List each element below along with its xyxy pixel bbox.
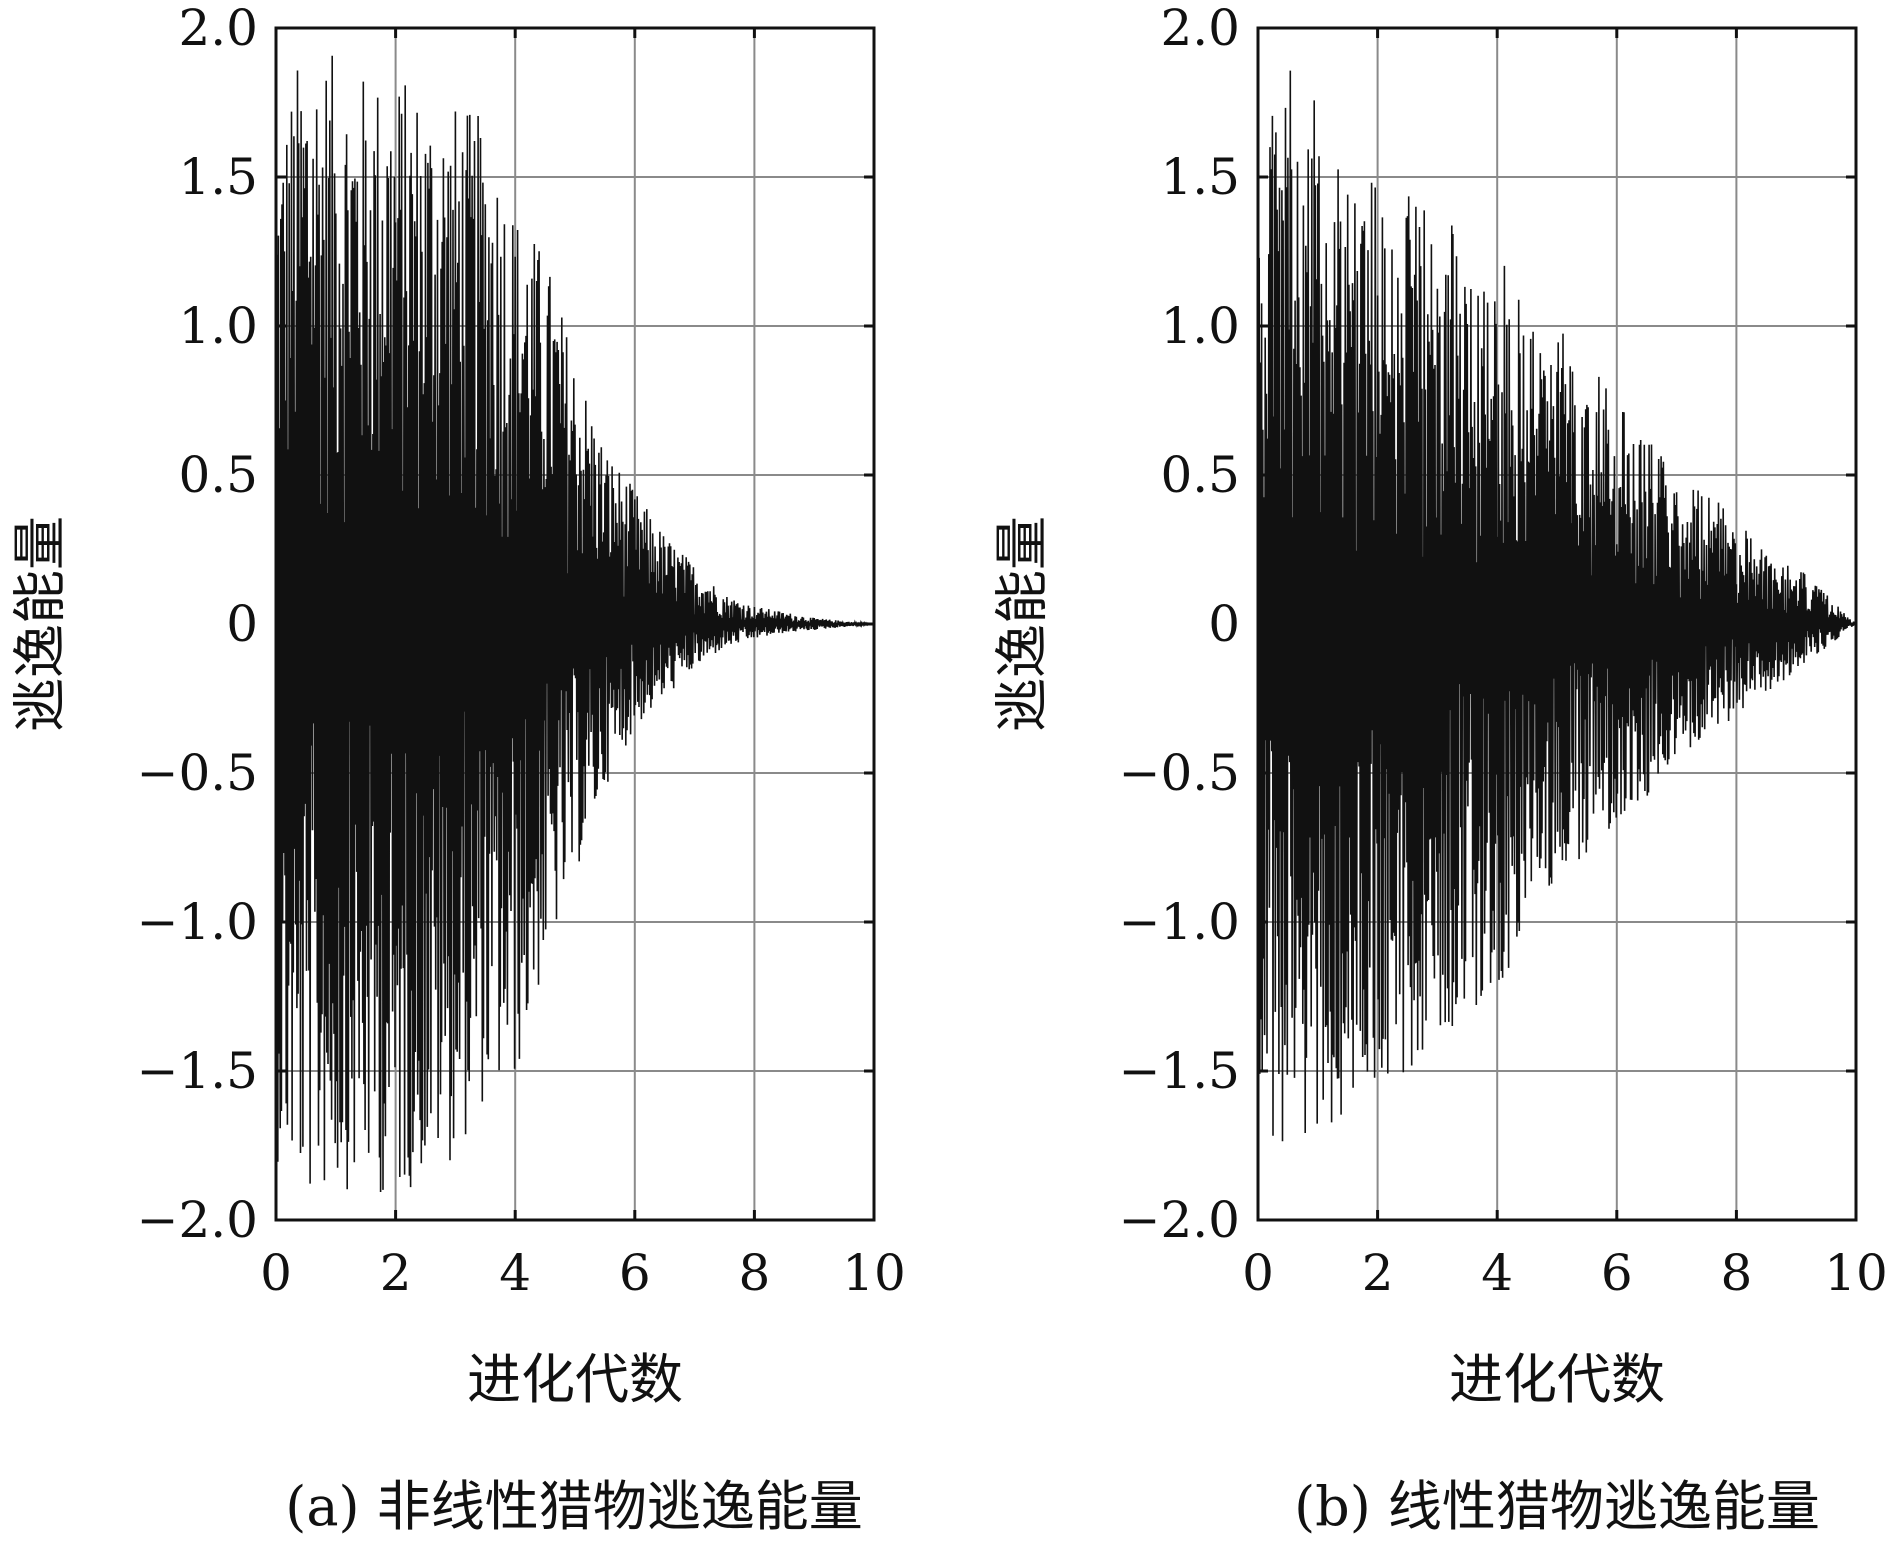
chart-panel-b: 0 2 4 6 8 10 2.0 1.5 1.0 0.5 0 −0.5 −1.0 −1.5 −2.0 进化代… — [991, 0, 1888, 1538]
y-tick-label-a-8: −2.0 — [137, 1191, 258, 1249]
y-axis-label-b: 逃逸能量 — [991, 516, 1054, 732]
x-tick-label-b-5: 10 — [1824, 1244, 1888, 1302]
y-tick-label-b-4: 0 — [1208, 595, 1240, 653]
y-tick-label-a-0: 2.0 — [178, 0, 258, 57]
y-tick-label-a-7: −1.5 — [137, 1042, 258, 1100]
x-tick-label-a-5: 10 — [842, 1244, 906, 1302]
ticks-a: 0 2 4 6 8 10 2.0 1.5 1.0 0.5 0 −0.5 −1.0 −1.5 −2.0 — [137, 0, 906, 1302]
y-tick-label-a-4: 0 — [226, 595, 258, 653]
x-tick-label-a-2: 4 — [499, 1244, 531, 1302]
y-tick-label-b-1: 1.5 — [1160, 148, 1240, 206]
y-tick-label-a-5: −0.5 — [137, 744, 258, 802]
caption-a: (a) 非线性猎物逃逸能量 — [285, 1475, 863, 1538]
x-axis-label-a: 进化代数 — [467, 1348, 683, 1411]
y-tick-label-b-7: −1.5 — [1119, 1042, 1240, 1100]
x-tick-label-a-1: 2 — [380, 1244, 412, 1302]
x-tick-label-b-2: 4 — [1481, 1244, 1513, 1302]
series-line-a — [275, 55, 874, 1193]
series-line-b — [1257, 70, 1857, 1142]
y-tick-label-a-1: 1.5 — [178, 148, 258, 206]
x-tick-label-a-0: 0 — [260, 1244, 292, 1302]
x-tick-label-b-4: 8 — [1720, 1244, 1752, 1302]
y-tick-label-a-6: −1.0 — [137, 893, 258, 951]
caption-b: (b) 线性猎物逃逸能量 — [1294, 1475, 1820, 1538]
x-tick-label-b-3: 6 — [1601, 1244, 1633, 1302]
x-tick-label-a-4: 8 — [738, 1244, 770, 1302]
y-tick-label-b-3: 0.5 — [1160, 446, 1240, 504]
y-tick-label-b-5: −0.5 — [1119, 744, 1240, 802]
x-tick-label-b-1: 2 — [1362, 1244, 1394, 1302]
y-tick-label-a-3: 0.5 — [178, 446, 258, 504]
x-axis-label-b: 进化代数 — [1449, 1348, 1665, 1411]
ticks-b: 0 2 4 6 8 10 2.0 1.5 1.0 0.5 0 −0.5 −1.0 −1.5 −2.0 — [1119, 0, 1888, 1302]
y-tick-label-b-6: −1.0 — [1119, 893, 1240, 951]
x-tick-label-b-0: 0 — [1242, 1244, 1274, 1302]
y-axis-label-a: 逃逸能量 — [9, 516, 72, 732]
chart-panel-a: 0 2 4 6 8 10 2.0 1.5 1.0 0.5 0 −0.5 −1.0 −1.5 −2.0 进化代… — [9, 0, 906, 1538]
y-tick-label-a-2: 1.0 — [178, 297, 258, 355]
x-tick-label-a-3: 6 — [619, 1244, 651, 1302]
y-tick-label-b-0: 2.0 — [1160, 0, 1240, 57]
y-tick-label-b-8: −2.0 — [1119, 1191, 1240, 1249]
y-tick-label-b-2: 1.0 — [1160, 297, 1240, 355]
